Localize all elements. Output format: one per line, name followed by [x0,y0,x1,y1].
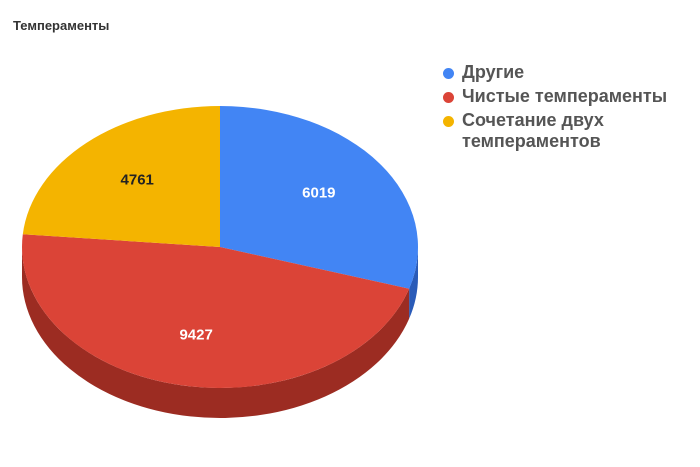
legend-label: Чистые темпераменты [462,86,668,106]
pie-side-1 [22,247,410,418]
legend: Другие Чистые темпераменты Сочетание двух … [443,62,698,155]
pie-slice-0 [220,106,418,289]
chart-title: Темпераменты [13,18,110,33]
legend-label: Сочетание двух темпераментов [462,110,604,151]
legend-dot-icon [443,68,454,79]
legend-label: Другие [462,62,525,82]
pie-slice-1 [22,234,410,388]
legend-item-2: Сочетание двух темпераментов [443,110,698,152]
data-label-2: 4761 [121,171,154,188]
data-label-1: 9427 [179,326,212,343]
data-label-0: 6019 [302,184,335,201]
legend-item-1: Чистые темпераменты [443,86,698,107]
pie-side-0 [409,247,418,319]
legend-dot-icon [443,92,454,103]
legend-item-0: Другие [443,62,698,83]
legend-dot-icon [443,116,454,127]
pie-slice-2 [22,106,221,247]
